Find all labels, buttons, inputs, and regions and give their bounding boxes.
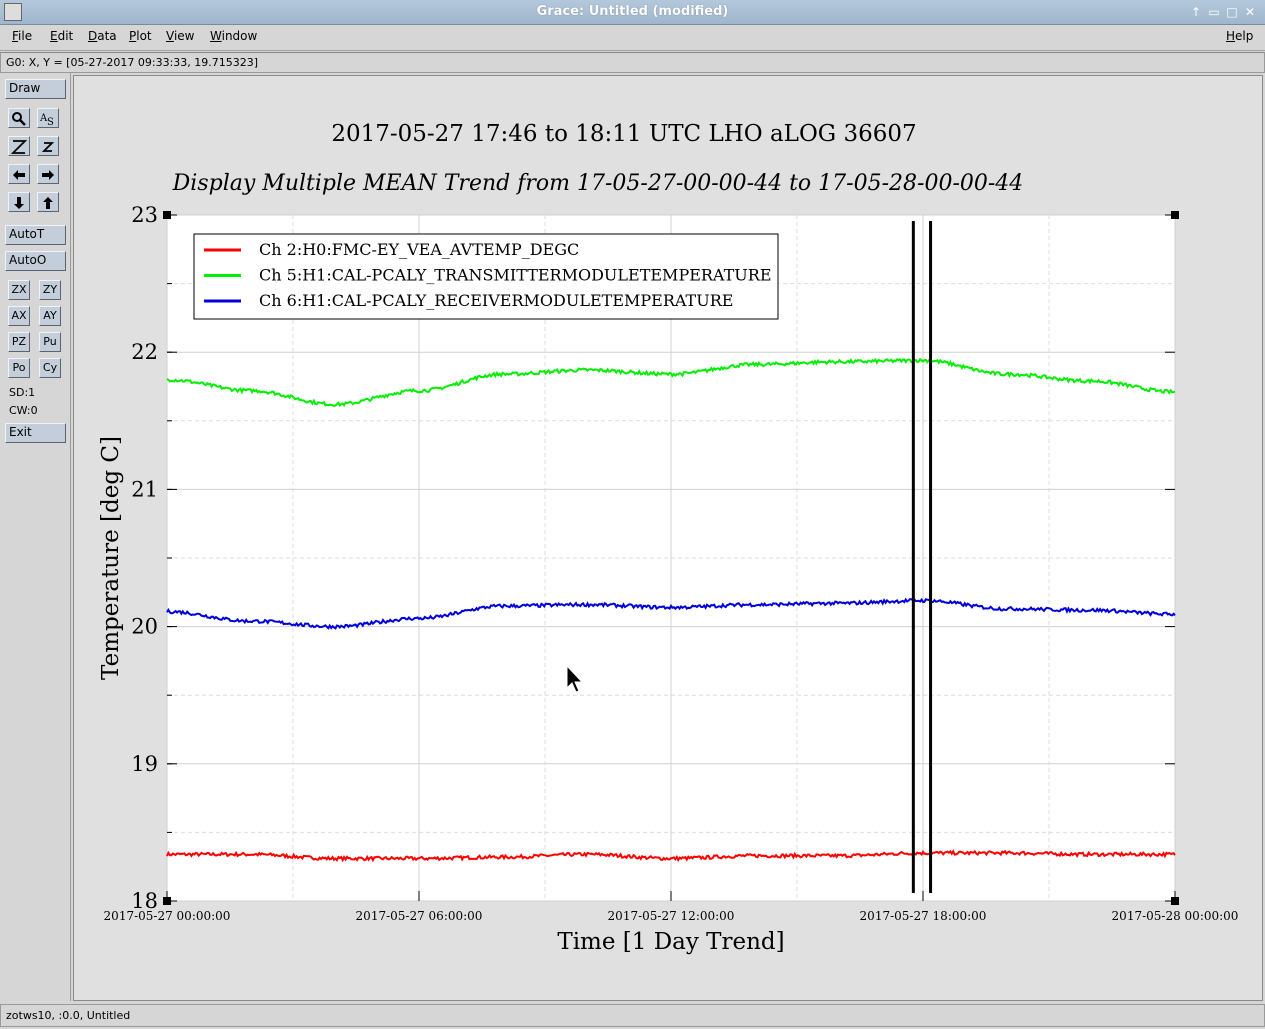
y-tick-label: 22	[131, 340, 158, 364]
grid	[166, 214, 1176, 902]
minimize-window-icon[interactable]: ▭	[1208, 5, 1220, 19]
zoom-button[interactable]	[8, 108, 30, 128]
chart-subtitle: Display Multiple MEAN Trend from 17-05-2…	[172, 171, 1024, 196]
legend-label: Ch 2:H0:FMC-EY_VEA_AVTEMP_DEGC	[259, 240, 579, 259]
zoom-out-button[interactable]	[37, 136, 59, 156]
pop-button[interactable]: Po	[8, 358, 30, 378]
window-titlebar[interactable]: Grace: Untitled (modified) ↑ ▭ □ ✕	[0, 0, 1265, 25]
legend: Ch 2:H0:FMC-EY_VEA_AVTEMP_DEGC Ch 5:H1:CA…	[193, 233, 779, 320]
y-axis-label: Temperature [deg C]	[98, 436, 124, 680]
svg-text:S: S	[47, 117, 54, 127]
marker-lines	[911, 221, 933, 893]
x-axis-label: Time [1 Day Trend]	[557, 929, 784, 955]
arrow-left-icon	[13, 170, 25, 180]
x-tick-label: 2017-05-27 18:00:00	[860, 909, 987, 923]
maximize-window-icon[interactable]: □	[1226, 5, 1238, 19]
menubar: File Edit Data Plot View Window Help	[0, 25, 1265, 51]
axis-ticks: 18 19 20 21 22 23 2017-05-27 00:00:00 2017-05-2…	[104, 203, 1239, 923]
cycle-button[interactable]: Cy	[39, 358, 61, 378]
push-set-button[interactable]: PZ	[8, 332, 30, 352]
scroll-down-button[interactable]	[8, 192, 30, 212]
series-layer	[166, 357, 1176, 863]
status-text: zotws10, :0.0, Untitled	[6, 1009, 131, 1022]
arrow-up-icon	[43, 197, 53, 209]
scroll-right-button[interactable]	[37, 164, 59, 184]
zoom-out-icon	[41, 142, 55, 152]
zoom-in-button[interactable]	[8, 136, 30, 156]
menu-plot[interactable]: Plot	[129, 29, 152, 43]
scroll-up-button[interactable]	[37, 192, 59, 212]
chart-title: 2017-05-27 17:46 to 18:11 UTC LHO aLOG 3…	[331, 121, 916, 147]
x-tick-label: 2017-05-27 00:00:00	[104, 909, 231, 923]
app-icon[interactable]	[4, 3, 22, 21]
x-tick-label: 2017-05-27 06:00:00	[356, 909, 483, 923]
autoscale-on-button[interactable]: AutoO	[5, 251, 66, 271]
corner-handle	[163, 211, 171, 219]
autoscale-button[interactable]: AutoT	[5, 225, 66, 245]
plot-canvas[interactable]: 2017-05-27 17:46 to 18:11 UTC LHO aLOG 3…	[73, 75, 1263, 1001]
menu-file[interactable]: File	[12, 29, 33, 43]
draw-button[interactable]: Draw	[5, 79, 66, 99]
corner-handle	[1171, 211, 1179, 219]
magnifier-icon	[12, 112, 26, 126]
series-line-1	[166, 849, 1176, 863]
menu-window[interactable]: Window	[210, 29, 258, 43]
zoom-y-button[interactable]: ZY	[39, 280, 61, 300]
coordinate-readout-bar: G0: X, Y = [05-27-2017 09:33:33, 19.7153…	[0, 52, 1265, 73]
y-tick-label: 20	[131, 615, 158, 639]
y-tick-label: 19	[131, 752, 158, 776]
zoom-x-button[interactable]: ZX	[8, 280, 30, 300]
svg-text:A: A	[40, 113, 48, 124]
autoscale-x-button[interactable]: AX	[8, 306, 30, 326]
coordinate-readout: G0: X, Y = [05-27-2017 09:33:33, 19.7153…	[6, 56, 259, 69]
chart[interactable]: 2017-05-27 17:46 to 18:11 UTC LHO aLOG 3…	[74, 76, 1262, 1000]
menu-edit[interactable]: Edit	[50, 29, 74, 43]
x-tick-label: 2017-05-28 00:00:00	[1112, 909, 1239, 923]
shade-window-icon[interactable]: ↑	[1190, 5, 1202, 19]
autoscale-y-button[interactable]: AY	[39, 306, 61, 326]
x-tick-label: 2017-05-27 12:00:00	[608, 909, 735, 923]
mouse-cursor-icon	[566, 664, 584, 693]
menu-help[interactable]: Help	[1226, 29, 1254, 43]
menu-data[interactable]: Data	[88, 29, 117, 43]
arrow-right-icon	[42, 170, 54, 180]
y-tick-label: 18	[131, 889, 158, 913]
arrow-down-icon	[14, 197, 24, 209]
stack-depth-label: SD:1	[9, 386, 36, 399]
legend-box	[193, 233, 779, 320]
menu-view[interactable]: View	[166, 29, 195, 43]
series-line-3	[166, 597, 1176, 630]
window-title: Grace: Untitled (modified)	[536, 4, 729, 19]
series-line-2	[166, 357, 1176, 408]
exit-button[interactable]: Exit	[5, 423, 66, 443]
legend-label: Ch 6:H1:CAL-PCALY_RECEIVERMODULETEMPERAT…	[259, 291, 733, 310]
zoom-in-icon	[11, 140, 27, 154]
corner-handle	[1171, 897, 1179, 905]
selection-handles	[163, 211, 1179, 905]
y-tick-label: 23	[131, 203, 158, 227]
pop-set-button[interactable]: Pu	[39, 332, 61, 352]
y-tick-label: 21	[131, 477, 158, 501]
corner-handle	[163, 897, 171, 905]
close-window-icon[interactable]: ✕	[1244, 5, 1256, 19]
current-world-label: CW:0	[9, 404, 38, 417]
legend-label: Ch 5:H1:CAL-PCALY_TRANSMITTERMODULETEMPE…	[259, 266, 772, 285]
status-bar: zotws10, :0.0, Untitled	[0, 1004, 1265, 1027]
scroll-left-button[interactable]	[8, 164, 30, 184]
